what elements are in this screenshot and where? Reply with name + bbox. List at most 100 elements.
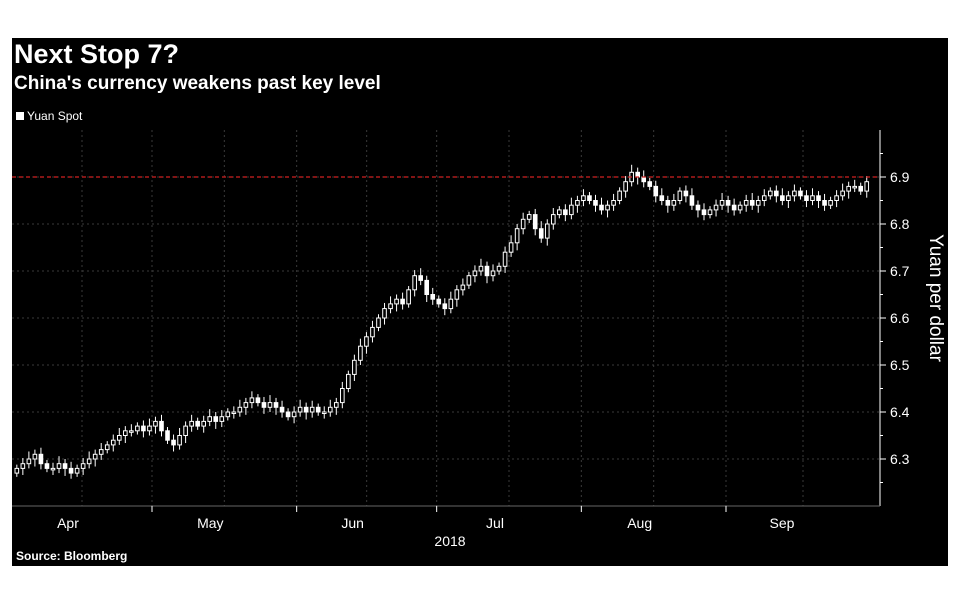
candle-body [593, 200, 598, 206]
candle-body [80, 463, 86, 469]
candle-body [816, 195, 821, 202]
candle-body [110, 439, 116, 446]
chart-panel: 6.3 6.4 6.5 6.6 6.7 6.8 6.9 Apr May Jun Jul Aug Sep 2… [12, 38, 948, 566]
candle-body [104, 444, 110, 451]
candle-body [430, 294, 436, 300]
candle-body [743, 200, 749, 206]
chart-subtitle: China's currency weakens past key level [14, 73, 381, 94]
candle-body [147, 425, 152, 432]
candle-body [177, 435, 182, 446]
candle-body [617, 190, 622, 202]
y-tick-label: 6.6 [890, 310, 910, 326]
x-tick-label: Jul [486, 515, 504, 531]
candle-body [659, 195, 665, 202]
candle-body [852, 185, 857, 189]
chart-title: Next Stop 7? [14, 39, 180, 69]
candle-body [141, 425, 146, 432]
candle-body [261, 402, 267, 408]
candle-body [448, 298, 454, 310]
candle-body [201, 420, 206, 427]
candle-body [707, 209, 713, 216]
candle-body [460, 284, 466, 291]
candle-body [26, 458, 32, 465]
candle-body [183, 425, 188, 437]
candle-body [123, 430, 128, 436]
candle-body [550, 214, 556, 225]
candle-body [388, 303, 393, 310]
x-axis-year-label: 2018 [434, 533, 465, 549]
y-tick-label: 6.4 [890, 404, 910, 420]
candle-body [333, 402, 339, 408]
candle-body [14, 467, 20, 474]
candle-body [92, 453, 98, 460]
candle-body [129, 430, 134, 433]
candle-body [792, 190, 797, 197]
candle-body [20, 463, 26, 469]
candle-body [400, 298, 405, 305]
candle-body [599, 204, 604, 211]
candle-body [442, 303, 448, 310]
candle-body [611, 200, 616, 206]
candle-body [786, 195, 791, 202]
candle-body [237, 406, 243, 413]
candle-body [569, 204, 574, 216]
x-tick-label: Aug [627, 515, 652, 531]
candle-body [810, 195, 815, 202]
candle-body [249, 397, 255, 404]
chart-svg: 6.3 6.4 6.5 6.6 6.7 6.8 6.9 Apr May Jun Jul Aug Sep 2… [12, 130, 946, 549]
candle-body [135, 425, 140, 432]
candle-body [840, 190, 845, 197]
candle-body [86, 458, 92, 465]
candle-body [731, 204, 737, 211]
candle-body [641, 176, 647, 183]
candle-body [309, 406, 315, 413]
candle-body [749, 200, 755, 206]
legend-swatch [16, 112, 24, 120]
candle-body [279, 406, 285, 413]
candle-body [195, 420, 200, 427]
candle-body [340, 388, 345, 404]
candle-body [581, 195, 586, 202]
candle-body [563, 209, 568, 216]
candle-body [653, 185, 659, 197]
candle-body [219, 416, 225, 422]
candle-body [370, 326, 375, 338]
candle-body [352, 359, 357, 375]
candle-body [165, 430, 170, 441]
candle-body [68, 467, 74, 474]
candle-body [189, 420, 194, 427]
candle-body [478, 265, 484, 272]
candle-body [544, 223, 550, 239]
x-tick-label: Sep [770, 515, 795, 531]
candle-body [683, 190, 689, 197]
candle-body [767, 190, 773, 197]
candle-body [382, 308, 387, 319]
candle-body [255, 397, 261, 404]
x-tick-label: Apr [57, 515, 79, 531]
y-tick-label: 6.5 [890, 357, 910, 373]
candle-body [412, 275, 417, 291]
candle-body [520, 218, 526, 230]
candle-body [50, 467, 56, 471]
x-tick-label: May [197, 515, 223, 531]
candle-body [623, 181, 628, 192]
candle-body [32, 453, 38, 460]
candle-body [406, 289, 411, 305]
candle-body [719, 200, 725, 206]
candle-body [804, 195, 809, 202]
candle-body [285, 411, 291, 418]
candle-body [514, 228, 520, 244]
candle-body [761, 195, 767, 202]
candle-body [575, 200, 580, 206]
candle-body [38, 453, 44, 465]
candle-body [116, 435, 122, 441]
candle-body [834, 195, 839, 202]
candle-body [780, 195, 785, 202]
x-tick-label: Jun [341, 515, 364, 531]
candle-body [418, 275, 423, 281]
candle-body [490, 270, 496, 277]
candle-body [44, 463, 50, 469]
candle-body [62, 463, 68, 469]
candle-body [297, 406, 303, 413]
candle-body [502, 251, 508, 267]
